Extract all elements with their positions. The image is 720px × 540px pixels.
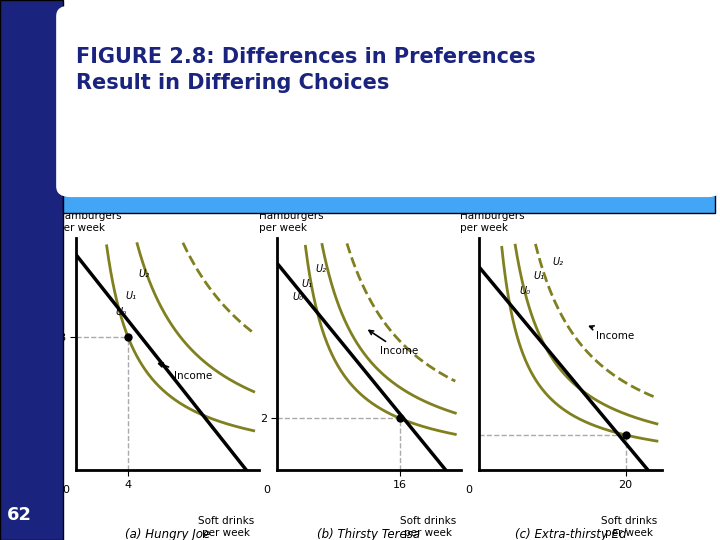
Text: U₀: U₀ (519, 286, 530, 295)
Text: Income: Income (590, 326, 634, 341)
Text: 0: 0 (62, 485, 69, 495)
Text: Soft drinks
per week: Soft drinks per week (601, 516, 657, 538)
Text: Income: Income (369, 330, 419, 356)
Text: U₂: U₂ (315, 264, 326, 274)
Text: U₂: U₂ (552, 256, 563, 267)
Text: Soft drinks
per week: Soft drinks per week (400, 516, 456, 538)
Text: U₁: U₁ (302, 279, 312, 289)
Text: U₁: U₁ (125, 291, 136, 301)
Text: (a) Hungry Joe: (a) Hungry Joe (125, 528, 210, 540)
Text: U₁: U₁ (534, 271, 545, 281)
Text: 0: 0 (264, 485, 271, 495)
Text: U₀: U₀ (115, 307, 126, 317)
Text: Income: Income (158, 363, 212, 381)
Text: FIGURE 2.8: Differences in Preferences
Result in Differing Choices: FIGURE 2.8: Differences in Preferences R… (76, 48, 536, 93)
Text: 0: 0 (465, 485, 472, 495)
Text: Soft drinks
per week: Soft drinks per week (198, 516, 254, 538)
Text: Hamburgers
per week: Hamburgers per week (259, 211, 323, 233)
Text: (c) Extra-thirsty Ed: (c) Extra-thirsty Ed (515, 528, 626, 540)
Text: Hamburgers
per week: Hamburgers per week (461, 211, 525, 233)
Text: U₂: U₂ (138, 269, 150, 279)
Text: U₀: U₀ (292, 292, 304, 302)
Text: Hamburgers
per week: Hamburgers per week (58, 211, 122, 233)
Text: 62: 62 (7, 506, 32, 524)
Text: (b) Thirsty Teresa: (b) Thirsty Teresa (318, 528, 420, 540)
